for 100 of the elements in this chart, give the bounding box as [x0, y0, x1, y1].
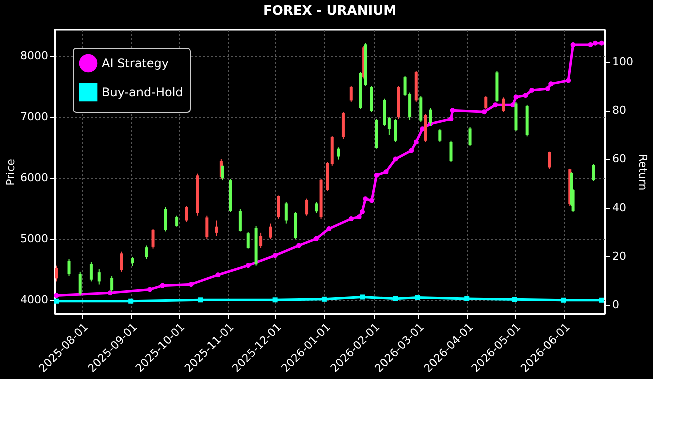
- point: [409, 148, 414, 154]
- legend-label: Buy-and-Hold: [102, 86, 184, 100]
- point: [566, 78, 572, 84]
- candlestick: [90, 262, 93, 282]
- point: [272, 298, 278, 303]
- candlestick: [592, 164, 596, 182]
- point: [384, 170, 389, 175]
- candlestick: [306, 198, 309, 216]
- point: [464, 296, 470, 302]
- point: [246, 263, 251, 268]
- candlestick: [420, 96, 423, 123]
- y-tick-label: 5000: [20, 232, 48, 246]
- candlestick: [131, 256, 134, 267]
- candlestick: [98, 269, 101, 286]
- point: [128, 298, 134, 304]
- candlestick: [438, 128, 442, 143]
- y2-tick-label: 0: [612, 298, 620, 312]
- y2-tick-label: 20: [612, 250, 626, 263]
- candlestick: [68, 258, 71, 277]
- point: [561, 298, 566, 303]
- candlestick: [206, 215, 209, 240]
- point: [54, 298, 60, 304]
- candlestick: [260, 232, 263, 249]
- y-tick-label: 4000: [20, 293, 48, 306]
- point: [530, 88, 535, 93]
- point: [216, 272, 221, 278]
- point: [356, 214, 362, 220]
- point: [493, 102, 498, 108]
- point: [415, 295, 420, 300]
- point: [326, 226, 332, 232]
- point: [272, 253, 278, 258]
- point: [148, 287, 153, 292]
- candlestick: [394, 118, 398, 143]
- point: [393, 156, 398, 162]
- candlestick: [185, 206, 188, 222]
- point: [545, 86, 550, 92]
- candlestick: [350, 86, 353, 102]
- point: [450, 108, 456, 114]
- candlestick: [78, 271, 82, 296]
- point: [570, 42, 576, 48]
- candlestick: [164, 206, 168, 232]
- y2-axis-title: Return: [636, 154, 650, 191]
- point: [360, 294, 365, 300]
- point: [514, 94, 519, 100]
- point: [482, 110, 488, 115]
- candlestick: [342, 112, 345, 140]
- point: [322, 296, 327, 302]
- point: [393, 296, 398, 302]
- y2-tick-label: 80: [612, 104, 626, 118]
- candlestick: [450, 140, 453, 163]
- point: [588, 42, 594, 48]
- candlestick: [468, 127, 472, 147]
- point: [314, 236, 320, 242]
- candlestick: [152, 228, 155, 250]
- candlestick: [110, 276, 114, 293]
- y2-tick-label: 40: [612, 201, 626, 214]
- point: [160, 283, 166, 288]
- point: [414, 140, 419, 145]
- candlestick: [238, 208, 242, 232]
- y-tick-label: 6000: [20, 172, 48, 185]
- candlestick: [370, 86, 374, 113]
- y-tick-label: 7000: [20, 110, 48, 124]
- point: [523, 93, 528, 98]
- candlestick: [388, 116, 391, 136]
- point: [592, 40, 598, 46]
- point: [599, 298, 604, 303]
- point: [548, 82, 554, 87]
- candlestick: [502, 97, 506, 113]
- point: [363, 196, 368, 202]
- point: [599, 40, 604, 46]
- candlestick: [276, 195, 280, 220]
- y-tick-label: 8000: [20, 50, 48, 63]
- point: [348, 216, 354, 222]
- candlestick: [337, 147, 340, 160]
- candlestick: [484, 96, 488, 110]
- point: [512, 297, 518, 302]
- candlestick: [246, 232, 250, 250]
- point: [198, 298, 204, 303]
- candlestick: [176, 215, 179, 228]
- candlestick: [145, 245, 148, 260]
- candlestick: [269, 223, 272, 240]
- candlestick: [548, 151, 552, 170]
- point: [296, 243, 302, 248]
- point: [374, 173, 380, 178]
- y2-tick-label: 60: [612, 152, 626, 166]
- point: [188, 282, 194, 288]
- point: [360, 209, 365, 214]
- y-axis-title: Price: [4, 158, 18, 186]
- legend-label: AI Strategy: [102, 56, 169, 70]
- y2-tick-label: 100: [612, 56, 634, 69]
- point: [108, 290, 113, 296]
- candlestick: [55, 265, 58, 282]
- candlestick: [120, 251, 124, 272]
- point: [370, 198, 375, 204]
- point: [54, 293, 60, 298]
- candlestick: [315, 202, 318, 214]
- chart-title: FOREX - URANIUM: [263, 4, 397, 19]
- candlestick: [222, 162, 225, 182]
- candlestick: [215, 220, 218, 236]
- point: [448, 116, 454, 122]
